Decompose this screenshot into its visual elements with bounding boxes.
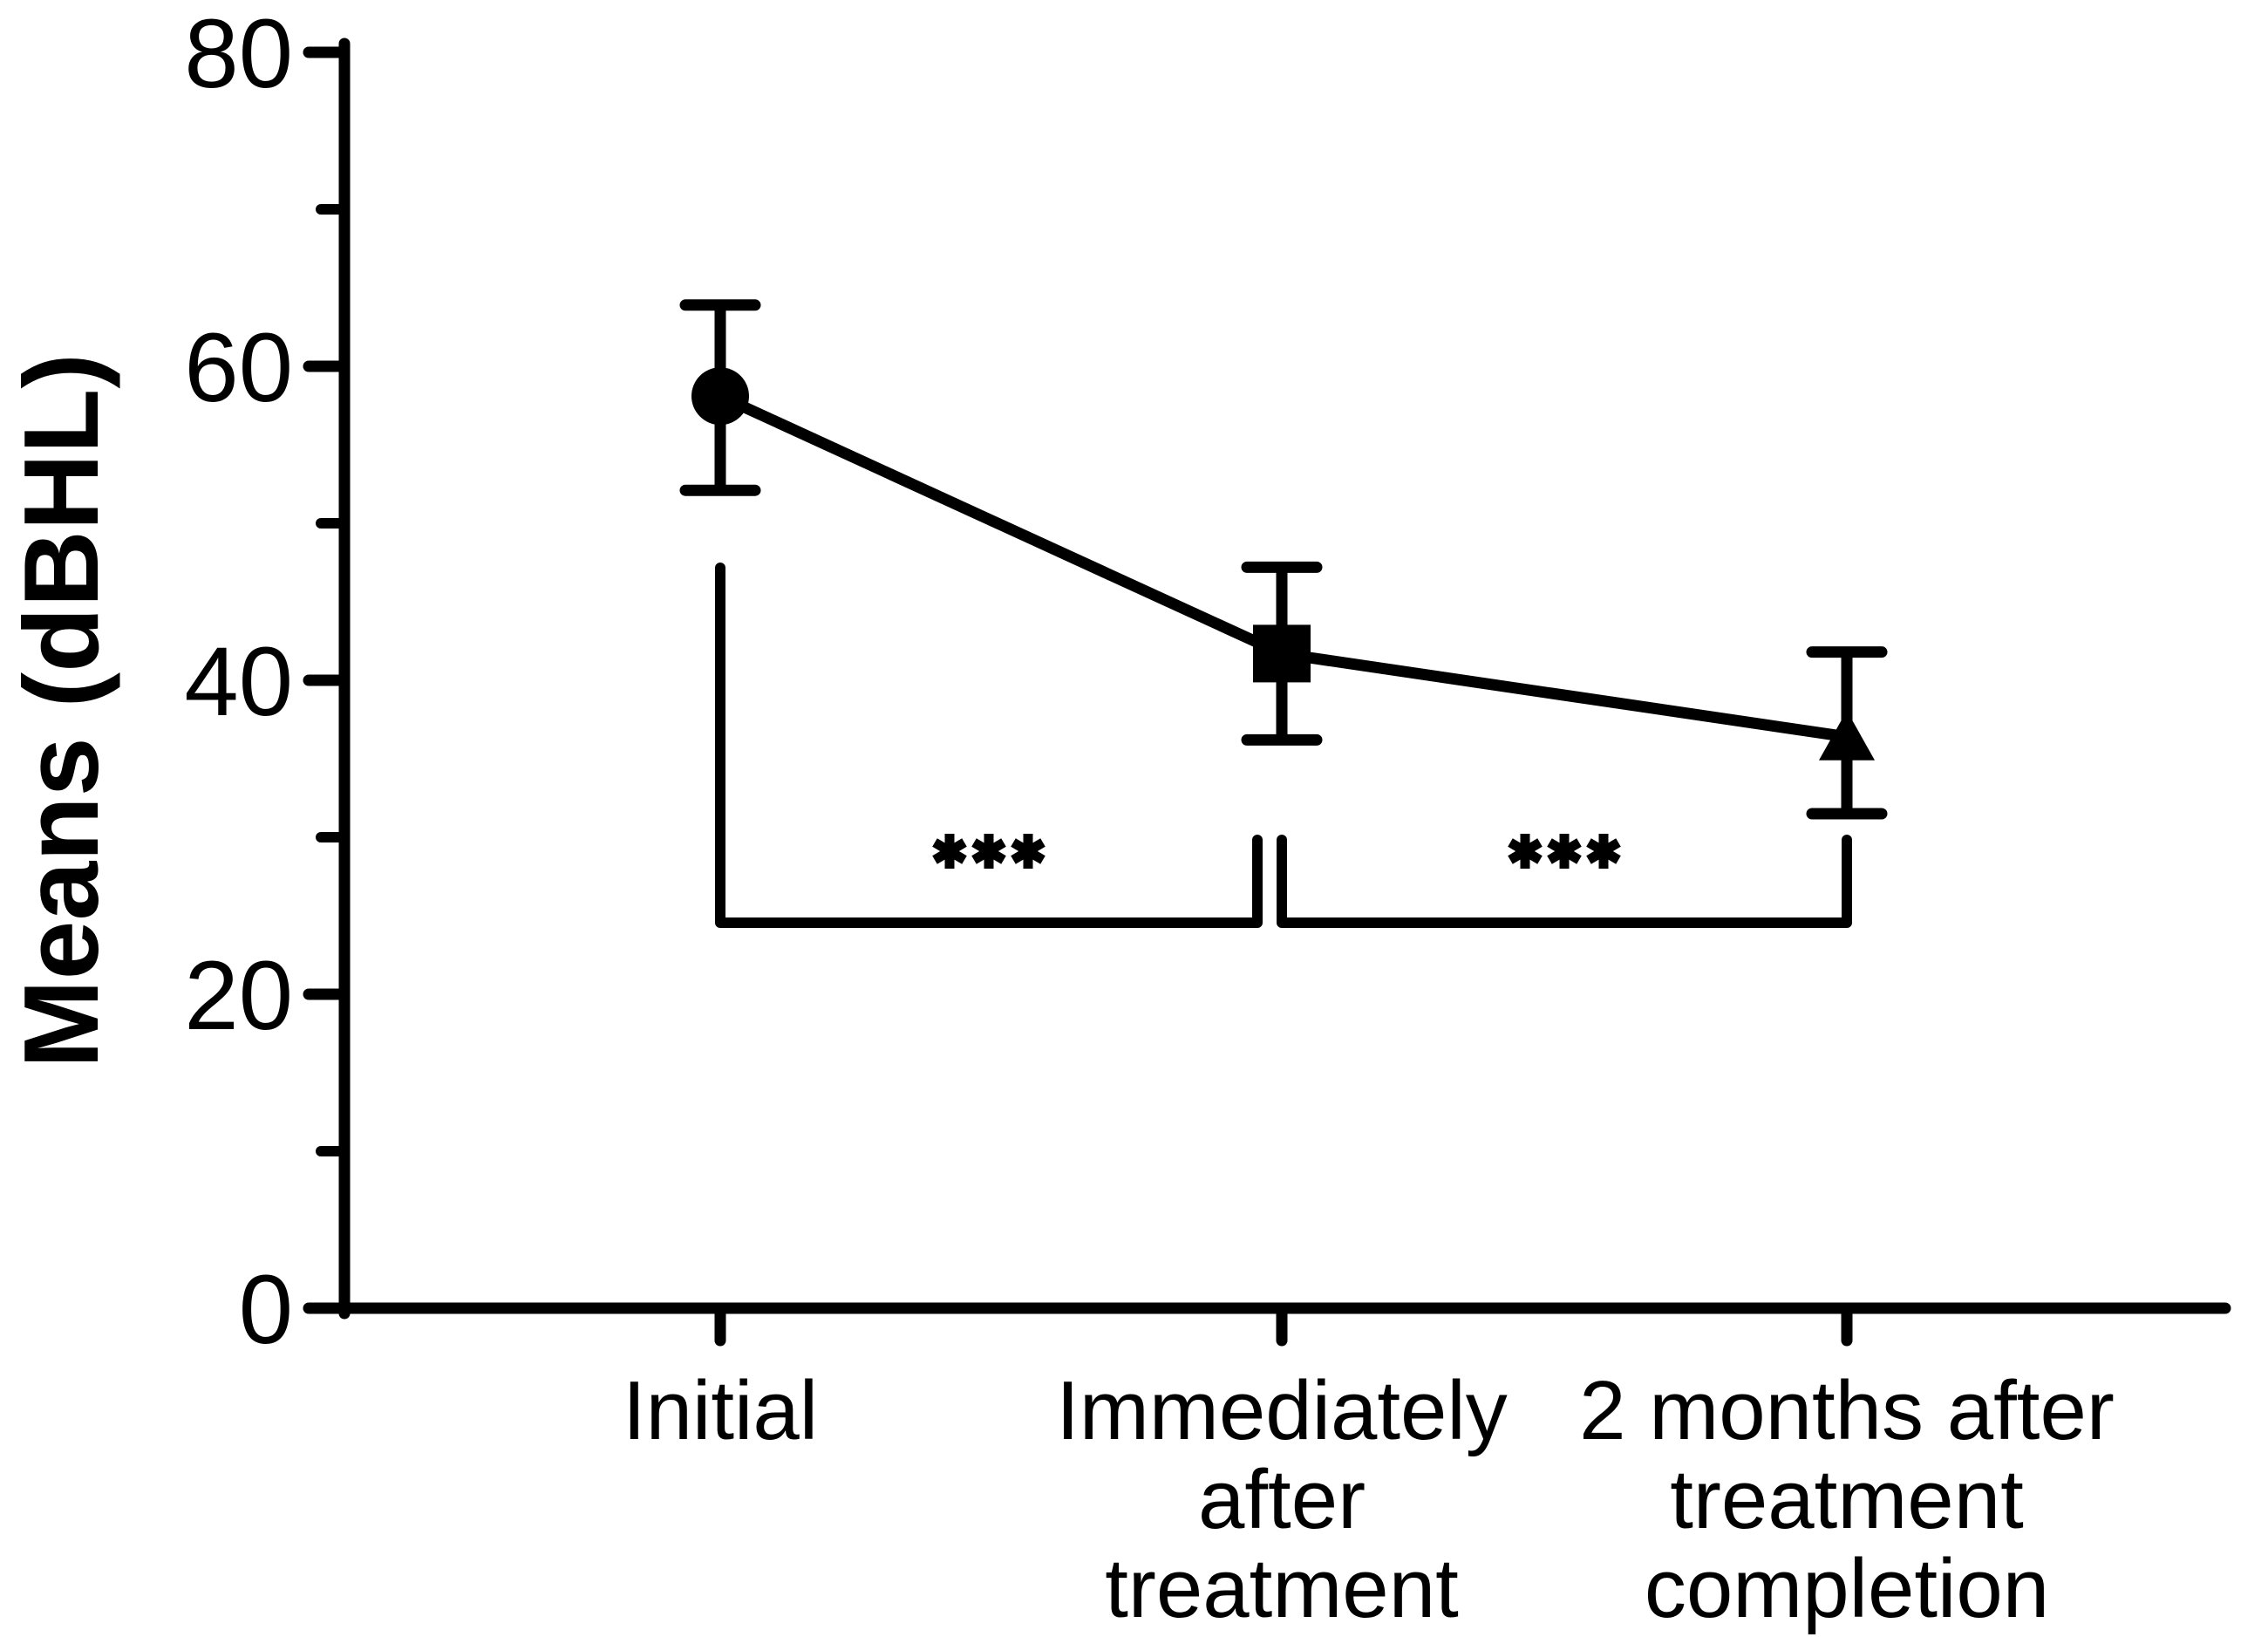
significance-bracket: [1277, 835, 1852, 928]
asterisk-icon: [932, 834, 967, 869]
significance-label: [1508, 834, 1621, 869]
x-axis-label-line: completion: [1645, 1542, 2049, 1635]
x-axis-label: Immediately after treatment: [1056, 1364, 1508, 1635]
asterisk-icon: [1011, 834, 1045, 869]
data-point-square: [1253, 624, 1311, 683]
x-axis-label-line: treatment: [1670, 1453, 2024, 1546]
y-tick-label: 80: [184, 0, 293, 108]
y-tick-label: 20: [184, 941, 293, 1050]
y-tick-label: 0: [239, 1255, 293, 1364]
asterisk-icon: [1586, 834, 1621, 869]
x-axis-label-line: Immediately: [1056, 1364, 1508, 1457]
significance-label: [932, 834, 1045, 869]
asterisk-icon: [971, 834, 1006, 869]
x-axis-label-line: after: [1198, 1453, 1366, 1546]
x-axis-label: 2 months after treatment completion: [1579, 1364, 2115, 1635]
x-axis-label-line: 2 months after: [1579, 1364, 2115, 1457]
data-point-triangle: [1819, 710, 1875, 761]
y-tick-label: 40: [184, 627, 293, 736]
x-axis-label-line: Initial: [623, 1364, 818, 1457]
asterisk-icon: [1547, 834, 1582, 869]
x-axis-label: Initial: [623, 1364, 818, 1457]
y-axis-title: Means (dBHL): [2, 353, 120, 1068]
data-point-circle: [691, 367, 749, 426]
y-tick-label: 60: [184, 313, 293, 422]
significance-bracket: [715, 563, 1263, 928]
x-axis-label-line: treatment: [1105, 1542, 1459, 1635]
asterisk-icon: [1508, 834, 1543, 869]
